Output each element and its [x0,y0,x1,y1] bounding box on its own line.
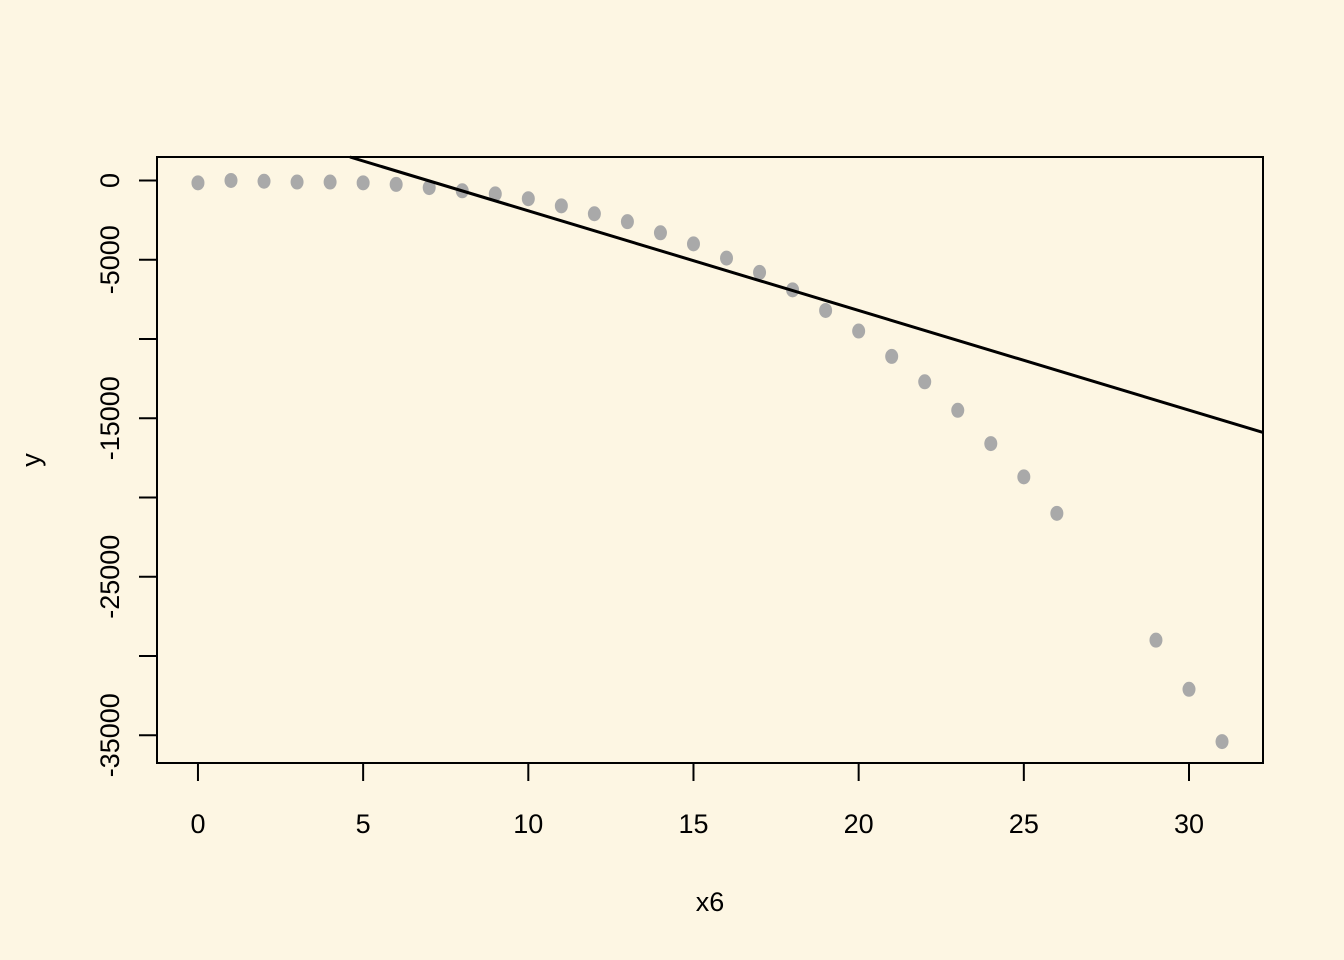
x-tick-label: 25 [1009,809,1039,839]
data-point [951,402,965,418]
data-point [686,236,700,252]
x-axis: 0 5 10 15 20 25 30 [190,762,1204,839]
data-point [422,180,436,196]
data-point [257,173,271,189]
data-point [753,264,767,280]
data-point [1050,505,1064,521]
data-point [1215,734,1229,750]
y-tick-label: -15000 [95,376,125,460]
data-point [587,206,601,222]
x-tick-label: 0 [190,809,205,839]
data-point [1149,632,1163,648]
data-point [224,172,238,188]
data-point [554,198,568,214]
data-point [356,175,370,191]
data-point [290,174,304,190]
x-tick-label: 10 [513,809,543,839]
data-point [521,191,535,207]
data-point [488,186,502,202]
data-point [918,374,932,390]
x-axis-title: x6 [696,887,725,917]
y-tick-label: -25000 [95,535,125,619]
x-tick-label: 30 [1174,809,1204,839]
data-point [323,174,337,190]
y-axis-title: y [16,453,46,467]
data-point [885,348,899,364]
y-axis: 0 -5000 -15000 -25000 -35000 [95,173,158,777]
y-tick-label: -5000 [95,225,125,294]
data-point [720,250,734,266]
data-point [389,176,403,192]
data-point [191,175,205,191]
data-point [653,225,667,241]
y-tick-label: -35000 [95,693,125,777]
x-tick-label: 20 [844,809,874,839]
data-point [1182,681,1196,697]
line-layer [349,155,1264,434]
x-tick-label: 15 [678,809,708,839]
x-tick-label: 5 [356,809,371,839]
data-point [1017,469,1031,485]
points-layer [191,172,1229,750]
data-point [819,302,833,318]
data-point [984,436,998,452]
data-point [852,323,866,339]
fit-line [349,155,1264,434]
data-point [620,214,634,230]
y-tick-label: 0 [95,173,125,188]
